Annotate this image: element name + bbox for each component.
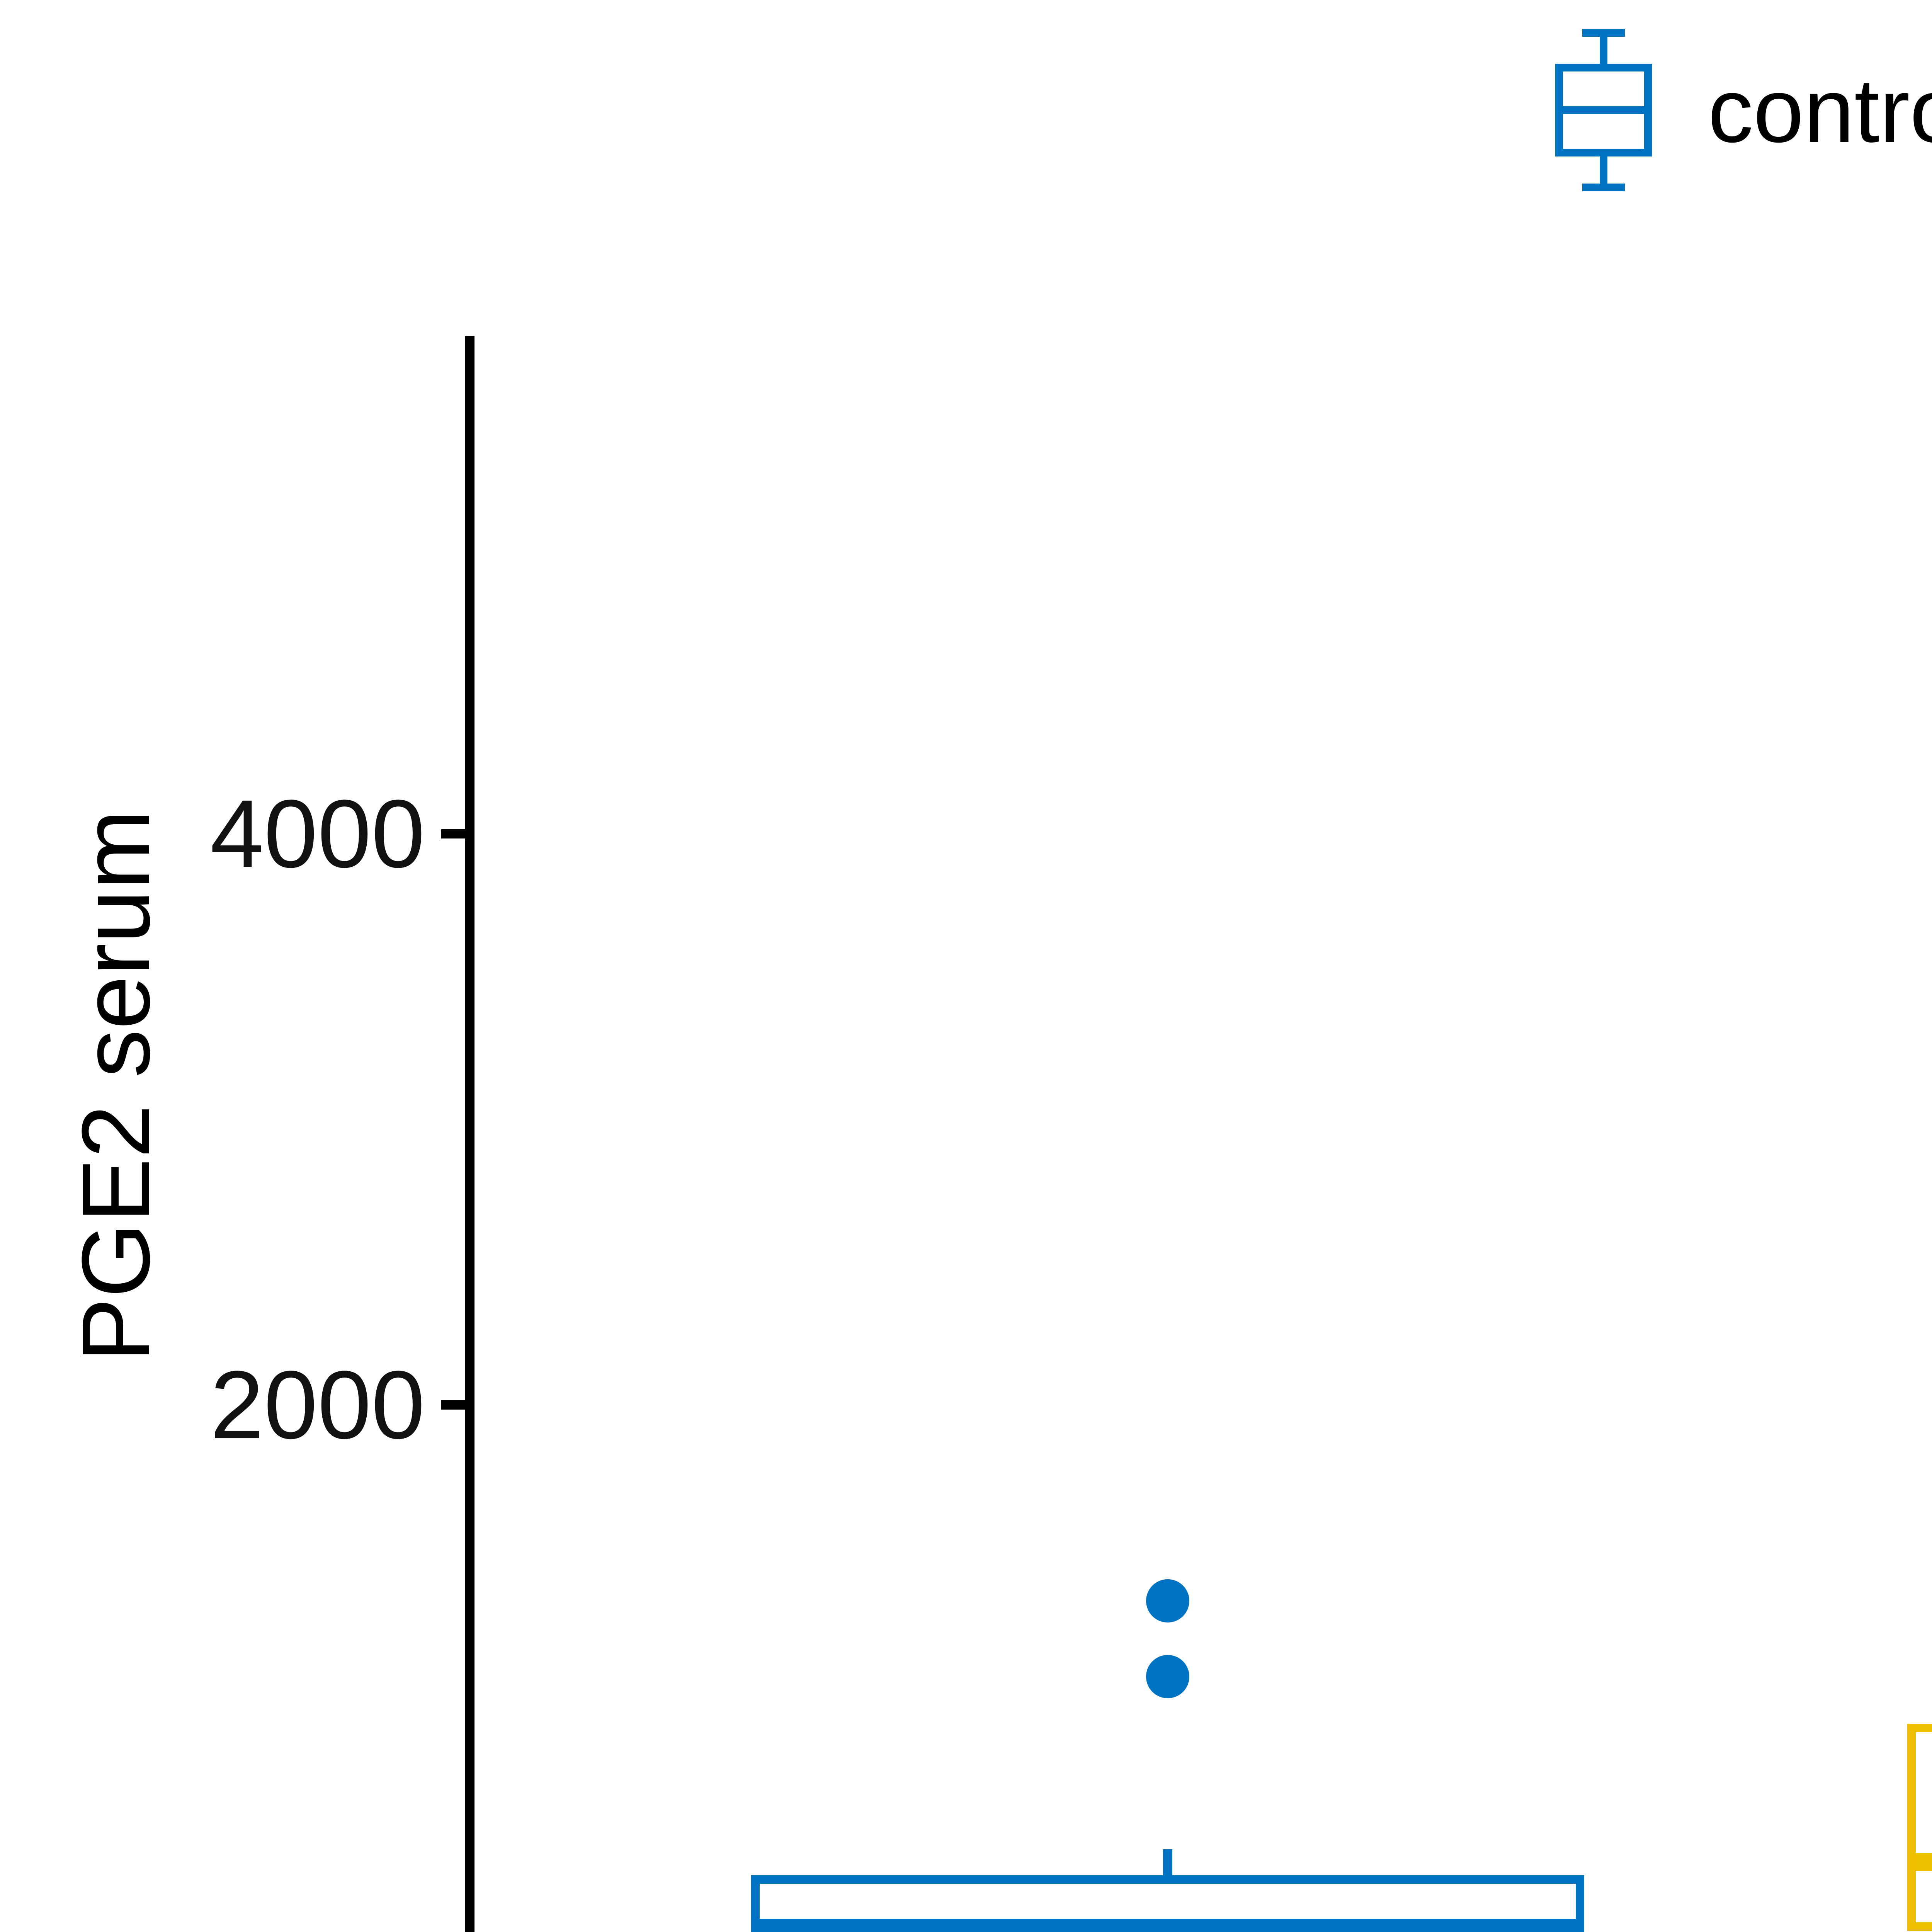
y-axis-line [465,336,474,1932]
legend-label: control [1708,59,1932,161]
y-tick-label: 2000 [210,1351,425,1459]
y-tick-mark [441,1400,465,1410]
control-median-line [755,1919,1580,1932]
y-tick-label: 0 [155,1924,425,1932]
y-tick-label: 4000 [210,780,425,888]
OLP-box [1907,1724,1932,1931]
boxplot-key-icon [1555,29,1652,191]
control-outlier-point [1146,1655,1189,1698]
legend-item-control: control [1553,25,1932,195]
OLP-median-line [1912,1853,1932,1871]
control-outlier-point [1146,1579,1189,1622]
legend: controlOLP [1553,23,1932,197]
control-upper-whisker [1163,1849,1172,1875]
y-tick-mark [441,829,465,838]
